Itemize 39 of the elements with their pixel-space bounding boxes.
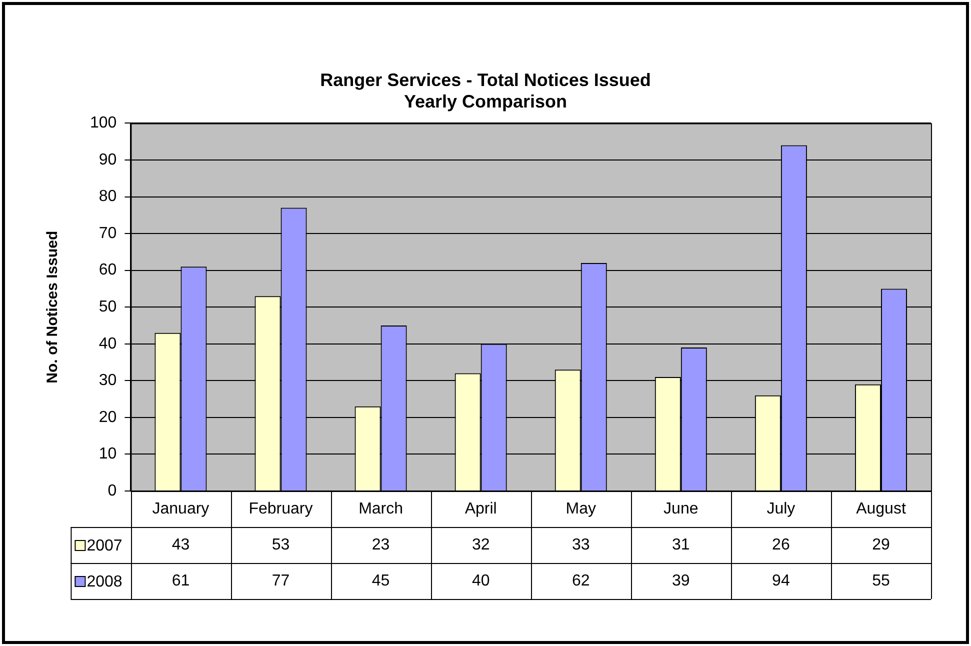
x-tick-label: May xyxy=(566,500,596,518)
y-tick-label: 20 xyxy=(98,408,117,426)
y-tick-label: 90 xyxy=(98,151,117,168)
y-tick-label: 10 xyxy=(98,446,117,463)
data-label: 32 xyxy=(472,536,490,554)
y-tick-label: 80 xyxy=(98,188,117,206)
data-label: 23 xyxy=(372,536,390,554)
y-tick-label: 50 xyxy=(98,298,117,316)
x-tick-label: August xyxy=(856,500,906,518)
x-tick-label: April xyxy=(464,500,497,518)
y-tick-label: 30 xyxy=(98,372,117,390)
data-label: 29 xyxy=(872,536,890,554)
data-label: 33 xyxy=(572,536,590,554)
data-label: 53 xyxy=(272,536,290,554)
data-label: 45 xyxy=(372,572,390,590)
legend-label: 2007 xyxy=(86,537,122,554)
y-tick-label: 70 xyxy=(98,224,117,242)
data-label: 31 xyxy=(672,536,690,554)
x-tick-label: July xyxy=(766,500,796,518)
data-label: 39 xyxy=(672,572,690,590)
data-label: 26 xyxy=(772,536,790,554)
data-label: 43 xyxy=(172,536,190,554)
y-tick-label: 60 xyxy=(98,262,117,279)
data-label: 94 xyxy=(772,572,790,590)
x-tick-label: January xyxy=(152,500,210,518)
x-tick-label: June xyxy=(664,500,698,518)
data-label: 40 xyxy=(472,572,490,590)
y-tick-label: 0 xyxy=(108,482,117,500)
x-tick-label: March xyxy=(358,500,404,518)
x-tick-label: February xyxy=(248,500,313,518)
data-label: 55 xyxy=(872,572,890,590)
y-axis-title: No. of Notices Issued xyxy=(44,230,62,384)
data-label: 77 xyxy=(272,572,290,590)
y-tick-label: 40 xyxy=(98,335,117,352)
data-label: 61 xyxy=(172,572,190,590)
chart-title: Ranger Services - Total Notices Issued Yearly Comparison xyxy=(320,70,651,112)
y-tick-label: 100 xyxy=(90,114,117,132)
data-label: 62 xyxy=(572,572,590,590)
legend-label: 2008 xyxy=(86,573,122,590)
